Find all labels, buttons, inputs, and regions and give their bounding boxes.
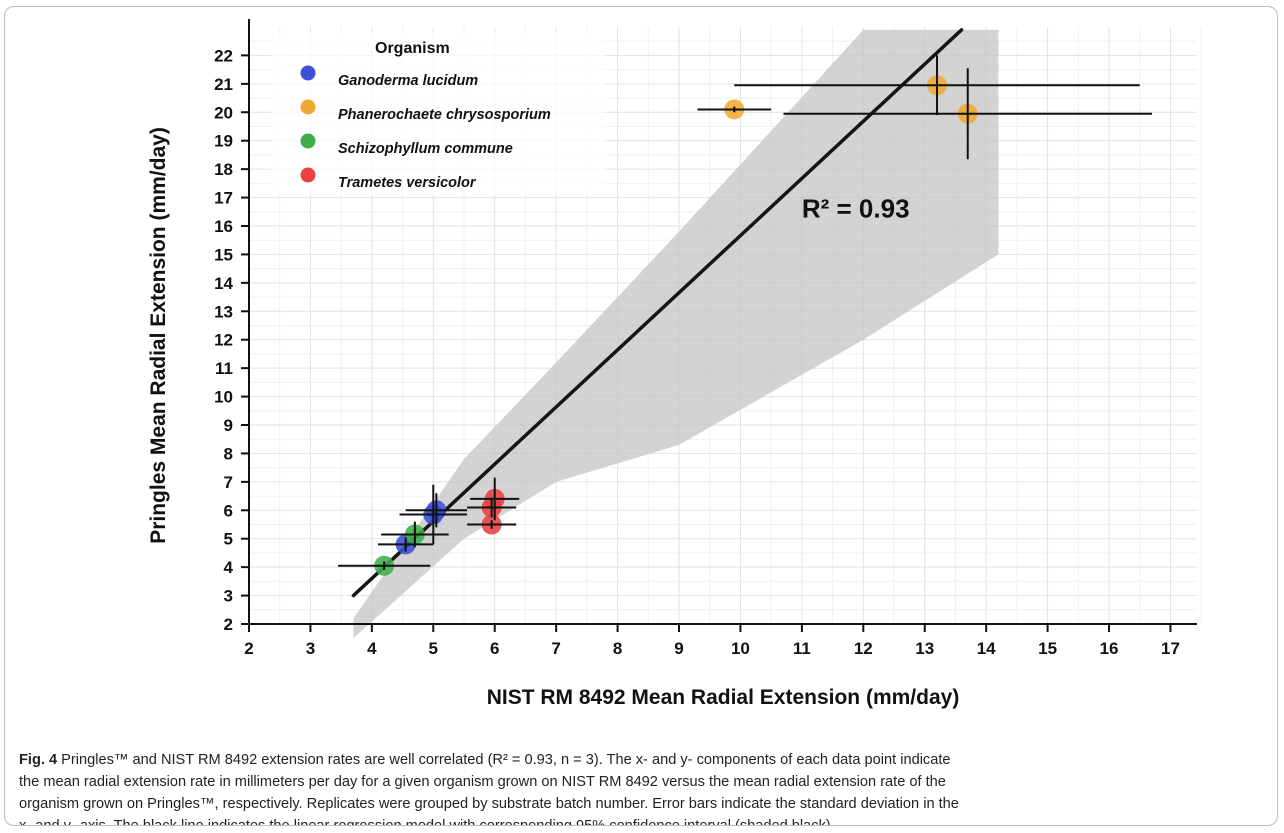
- y-tick-label: 5: [224, 530, 233, 549]
- x-tick-label: 17: [1161, 639, 1180, 658]
- figure-frame: 2 3 4 5 6 7 8 9 10 11 12 13 14 15 16 17 2 3 4 5 6 7 8 9 10 11 12 13…: [4, 6, 1278, 826]
- y-tick-label: 17: [214, 189, 233, 208]
- x-tick-label: 4: [367, 639, 377, 658]
- regression-line: [351, 28, 964, 598]
- y-tick-label: 11: [215, 359, 233, 378]
- legend-label: Phanerochaete chrysosporium: [338, 107, 551, 123]
- y-tick-label: 13: [214, 302, 233, 321]
- r-squared-label: R² = 0.93: [802, 193, 910, 223]
- legend-box: [271, 33, 606, 195]
- y-tick-label: 7: [224, 473, 233, 492]
- legend-title: Organism: [375, 40, 450, 57]
- legend-label: Ganoderma lucidum: [338, 73, 478, 89]
- y-tick-label: 3: [224, 587, 233, 606]
- y-tick-label: 10: [214, 388, 233, 407]
- y-tick-label: 8: [224, 444, 233, 463]
- x-tick-label: 2: [244, 639, 253, 658]
- x-axis-title: NIST RM 8492 Mean Radial Extension (mm/d…: [487, 686, 960, 709]
- x-tick-label: 9: [674, 639, 683, 658]
- caption-label: Fig. 4: [19, 752, 58, 768]
- y-tick-label: 2: [224, 615, 233, 634]
- x-tick-label: 5: [429, 639, 438, 658]
- figure-caption: Fig. 4 Pringles™ and NIST RM 8492 extens…: [19, 749, 1269, 826]
- x-tick-label: 12: [854, 639, 873, 658]
- x-tick-label: 13: [915, 639, 934, 658]
- y-tick-label: 22: [214, 46, 233, 65]
- y-tick-label: 9: [224, 416, 233, 435]
- legend-marker: [300, 167, 316, 183]
- x-tick-label: 14: [977, 639, 996, 658]
- y-tick-label: 19: [214, 132, 233, 151]
- x-tick-label: 16: [1100, 639, 1119, 658]
- y-tick-label: 12: [214, 331, 233, 350]
- y-tick-label: 4: [224, 558, 234, 577]
- legend-marker: [300, 65, 316, 81]
- x-tick-label: 11: [793, 639, 811, 658]
- x-tick-label: 10: [731, 639, 750, 658]
- y-axis-title: Pringles Mean Radial Extension (mm/day): [147, 127, 170, 544]
- y-tick-label: 18: [214, 160, 233, 179]
- caption-line-2: the mean radial extension rate in millim…: [19, 774, 946, 790]
- y-tick-label: 16: [214, 217, 233, 236]
- y-tick-label: 6: [224, 501, 233, 520]
- legend-label: Trametes versicolor: [338, 175, 477, 191]
- y-tick-label: 21: [214, 75, 233, 94]
- legend-label: Schizophyllum commune: [338, 141, 513, 157]
- y-tick-label: 14: [214, 274, 233, 293]
- x-tick-label: 3: [306, 639, 315, 658]
- legend-marker: [300, 99, 316, 115]
- caption-text-1: Pringles™ and NIST RM 8492 extension rat…: [61, 752, 951, 768]
- x-tick-label: 8: [613, 639, 622, 658]
- x-tick-label: 15: [1038, 639, 1057, 658]
- scatter-chart: 2 3 4 5 6 7 8 9 10 11 12 13 14 15 16 17 2 3 4 5 6 7 8 9 10 11 12 13…: [147, 19, 1202, 709]
- x-tick-label: 7: [551, 639, 560, 658]
- y-tick-label: 15: [214, 245, 233, 264]
- caption-line-3: organism grown on Pringles™, respectivel…: [19, 796, 959, 812]
- caption-line-1: Fig. 4 Pringles™ and NIST RM 8492 extens…: [19, 749, 1269, 771]
- x-tick-label: 6: [490, 639, 499, 658]
- confidence-band: [353, 29, 999, 639]
- legend-marker: [300, 133, 316, 149]
- caption-line-4: x- and y- axis. The black line indicates…: [19, 818, 831, 826]
- y-tick-label: 20: [214, 103, 233, 122]
